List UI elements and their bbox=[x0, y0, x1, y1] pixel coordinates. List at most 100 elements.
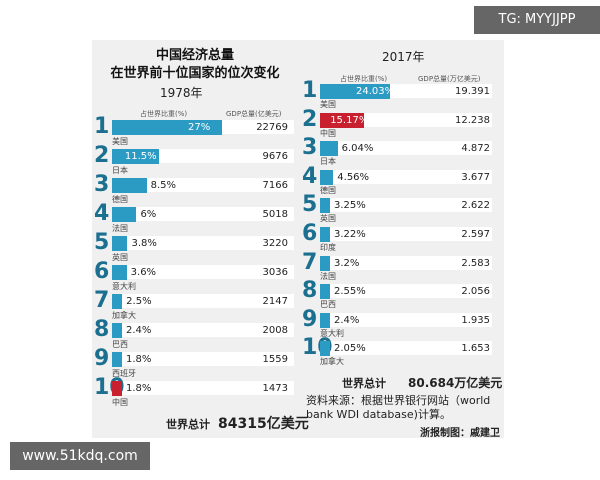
country-label: 加拿大 bbox=[320, 357, 344, 367]
gdp-value: 2.056 bbox=[461, 286, 490, 298]
share-bar bbox=[112, 178, 147, 193]
country-label: 加拿大 bbox=[112, 311, 136, 320]
row-background bbox=[112, 294, 294, 308]
share-label: 2.5% bbox=[126, 296, 152, 307]
rank-number: 2 bbox=[94, 143, 110, 168]
rank-number: 3 bbox=[94, 172, 110, 197]
share-header-1978: 占世界比重(%) bbox=[140, 110, 188, 118]
country-label: 巴西 bbox=[320, 300, 336, 310]
row-background bbox=[112, 381, 294, 395]
gdp-header-2017: GDP总量(万亿美元) bbox=[418, 75, 481, 83]
share-bar bbox=[320, 341, 330, 357]
country-label: 英国 bbox=[112, 253, 128, 262]
gdp-value: 5018 bbox=[262, 209, 288, 220]
rank-number: 5 bbox=[302, 192, 318, 218]
gdp-value: 19.391 bbox=[455, 86, 490, 97]
country-label: 印度 bbox=[320, 243, 336, 252]
row-background bbox=[320, 227, 492, 241]
share-label: 3.6% bbox=[130, 267, 157, 278]
country-label: 美国 bbox=[112, 137, 128, 146]
share-bar bbox=[112, 207, 137, 222]
rank-number: 6 bbox=[94, 259, 110, 284]
source-line-1: 资料来源：根据世界银行网站（world bbox=[306, 394, 491, 407]
share-label: 11.5% bbox=[124, 151, 157, 162]
share-label: 15.17% bbox=[330, 114, 369, 126]
row-background bbox=[112, 352, 294, 366]
country-label: 意大利 bbox=[320, 328, 344, 338]
country-label: 法国 bbox=[112, 224, 128, 233]
share-label: 1.8% bbox=[126, 383, 152, 394]
share-label: 2.4% bbox=[126, 325, 152, 336]
gdp-value: 3.677 bbox=[461, 171, 490, 183]
country-label: 巴西 bbox=[112, 340, 128, 349]
gdp-header-1978: GDP总量(亿美元) bbox=[226, 110, 282, 118]
total-label-1978: 世界总计 bbox=[166, 418, 210, 431]
share-bar bbox=[112, 323, 122, 338]
share-bar bbox=[320, 198, 330, 214]
rank-number: 1 bbox=[94, 114, 110, 139]
rank-number: 4 bbox=[302, 163, 318, 189]
row-background bbox=[112, 178, 294, 192]
rank-number: 3 bbox=[302, 135, 318, 161]
source-line-2: bank WDI database)计算。 bbox=[306, 408, 451, 421]
year-1978-title: 1978年 bbox=[160, 86, 203, 100]
share-label: 8.5% bbox=[150, 180, 177, 191]
gdp-value: 3036 bbox=[262, 267, 288, 278]
rank-number: 9 bbox=[302, 306, 318, 332]
share-label: 6.04% bbox=[341, 143, 374, 155]
gdp-value: 2008 bbox=[262, 325, 288, 336]
rank-number: 2 bbox=[302, 106, 318, 132]
row-background bbox=[112, 236, 294, 250]
row-background bbox=[112, 207, 294, 221]
country-label: 中国 bbox=[320, 128, 336, 138]
rank-number: 7 bbox=[94, 288, 110, 313]
total-label-2017: 世界总计 bbox=[342, 377, 386, 390]
gdp-value: 22769 bbox=[256, 122, 288, 133]
share-bar bbox=[112, 294, 123, 309]
gdp-value: 2.583 bbox=[461, 257, 490, 269]
share-bar bbox=[320, 141, 338, 157]
share-bar bbox=[320, 112, 365, 128]
gdp-value: 1559 bbox=[262, 354, 288, 365]
share-bar bbox=[320, 284, 330, 300]
share-header-2017: 占世界比重(%) bbox=[340, 75, 388, 83]
gdp-value: 2147 bbox=[262, 296, 288, 307]
share-label: 4.56% bbox=[337, 171, 370, 183]
credit: 浙报制图：戚建卫 bbox=[420, 428, 500, 439]
rank-number: 8 bbox=[302, 278, 318, 304]
share-label: 6% bbox=[140, 209, 157, 220]
share-bar bbox=[112, 236, 128, 251]
share-label: 2.4% bbox=[334, 314, 360, 326]
rank-number: 7 bbox=[302, 249, 318, 275]
share-label: 3.25% bbox=[334, 200, 366, 212]
share-label: 3.22% bbox=[334, 229, 366, 240]
country-label: 日本 bbox=[112, 166, 128, 175]
gdp-value: 9676 bbox=[262, 151, 288, 162]
row-background bbox=[320, 198, 492, 213]
row-background bbox=[320, 312, 492, 327]
country-label: 意大利 bbox=[112, 282, 136, 291]
share-label: 2.05% bbox=[334, 343, 366, 355]
rank-number: 9 bbox=[94, 346, 110, 371]
country-label: 日本 bbox=[320, 157, 336, 167]
country-label: 英国 bbox=[320, 214, 336, 224]
share-label: 3.8% bbox=[131, 238, 157, 249]
row-background bbox=[112, 323, 294, 337]
gdp-value: 12.238 bbox=[455, 114, 490, 126]
year-2017-title: 2017年 bbox=[382, 50, 425, 64]
gdp-value: 1.653 bbox=[461, 343, 490, 355]
rank-number: 5 bbox=[94, 230, 110, 255]
share-label: 24.03% bbox=[356, 86, 395, 97]
country-label: 德国 bbox=[320, 185, 336, 195]
row-background bbox=[112, 265, 294, 279]
row-background bbox=[320, 341, 492, 356]
gdp-value: 2.622 bbox=[461, 200, 490, 212]
share-bar bbox=[112, 149, 159, 164]
share-bar bbox=[112, 120, 222, 135]
gdp-value: 2.597 bbox=[461, 229, 490, 240]
gdp-value: 1.935 bbox=[461, 314, 490, 326]
share-label: 27% bbox=[188, 122, 211, 133]
share-bar bbox=[112, 352, 122, 367]
share-bar bbox=[320, 169, 334, 185]
country-label: 美国 bbox=[320, 100, 336, 109]
